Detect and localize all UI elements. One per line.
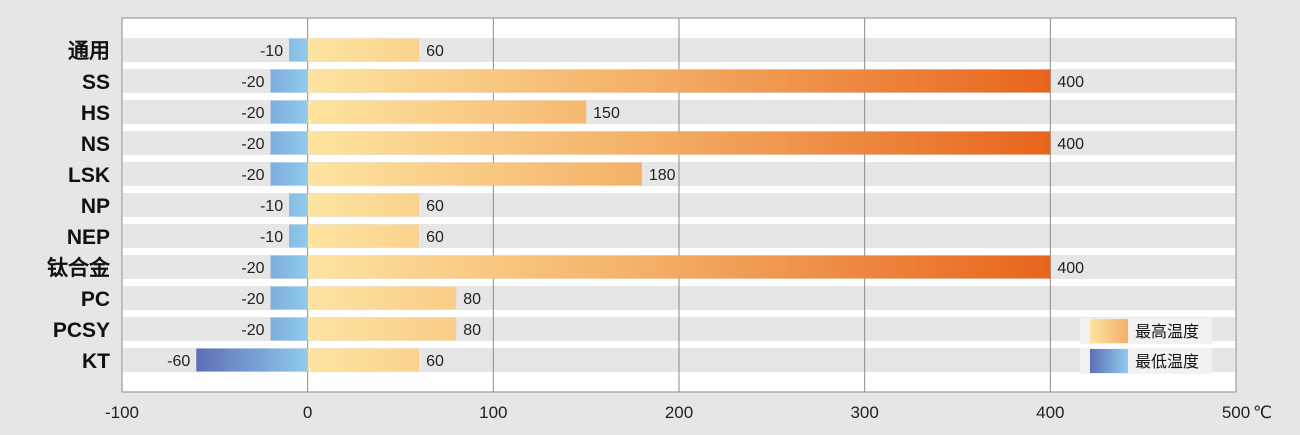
bar-min-temp (270, 255, 308, 279)
legend-swatch-max (1090, 319, 1128, 343)
bar-max-temp (307, 100, 587, 124)
bar-max-temp (307, 162, 642, 186)
legend-label-min: 最低温度 (1135, 353, 1199, 371)
value-labels: -10 60 -20 400 -20 150 -20 400 -20 180 -10 60 -10 60 -… (167, 43, 1084, 370)
min-value-label: -60 (167, 353, 190, 370)
bars (196, 38, 1051, 372)
category-label: KT (82, 350, 110, 373)
category-label: NS (81, 133, 110, 156)
max-value-label: 80 (463, 322, 481, 339)
min-value-label: -20 (241, 260, 264, 277)
min-value-label: -20 (241, 105, 264, 122)
x-tick-label: 0 (303, 403, 312, 422)
bar-min-temp (289, 193, 308, 217)
bar-max-temp (307, 286, 457, 310)
bar-min-temp (270, 317, 308, 341)
max-value-label: 60 (426, 353, 444, 370)
max-value-label: 400 (1057, 74, 1084, 91)
min-value-label: -20 (241, 322, 264, 339)
bar-max-temp (307, 38, 420, 62)
bar-min-temp (289, 38, 308, 62)
category-label: PC (81, 288, 110, 311)
max-value-label: 400 (1057, 136, 1084, 153)
min-value-label: -20 (241, 167, 264, 184)
x-tick-label: 300 (850, 403, 878, 422)
max-value-label: 80 (463, 291, 481, 308)
bar-max-temp (307, 224, 420, 248)
category-label: NEP (67, 226, 110, 249)
bar-max-temp (307, 131, 1051, 155)
legend-swatch-min (1090, 349, 1128, 373)
min-value-label: -10 (260, 198, 283, 215)
min-value-label: -10 (260, 229, 283, 246)
x-tick-label: 100 (479, 403, 507, 422)
x-unit-label: ℃ (1253, 403, 1272, 422)
max-value-label: 60 (426, 198, 444, 215)
max-value-label: 60 (426, 229, 444, 246)
bar-max-temp (307, 255, 1051, 279)
min-value-label: -20 (241, 136, 264, 153)
max-value-label: 60 (426, 43, 444, 60)
category-label: LSK (68, 164, 110, 187)
bar-max-temp (307, 317, 457, 341)
category-label: 钛合金 (47, 256, 111, 280)
bar-min-temp (289, 224, 308, 248)
bar-max-temp (307, 69, 1051, 93)
bar-min-temp (270, 100, 308, 124)
x-tick-labels: -100 0 100 200 300 400 500 ℃ (105, 403, 1272, 422)
category-label: PCSY (53, 319, 110, 342)
max-value-label: 400 (1057, 260, 1084, 277)
bar-max-temp (307, 193, 420, 217)
bar-min-temp (196, 348, 308, 372)
bar-min-temp (270, 69, 308, 93)
x-tick-label: 400 (1036, 403, 1064, 422)
bar-min-temp (270, 131, 308, 155)
max-value-label: 150 (593, 105, 620, 122)
min-value-label: -20 (241, 291, 264, 308)
min-value-label: -10 (260, 43, 283, 60)
x-tick-label: -100 (105, 403, 139, 422)
bar-min-temp (270, 286, 308, 310)
category-label: SS (82, 71, 110, 94)
x-tick-label: 500 (1222, 403, 1250, 422)
bar-max-temp (307, 348, 420, 372)
x-tick-label: 200 (665, 403, 693, 422)
category-label: HS (81, 102, 110, 125)
bar-min-temp (270, 162, 308, 186)
min-value-label: -20 (241, 74, 264, 91)
max-value-label: 180 (649, 167, 676, 184)
category-labels: 通用 SS HS NS LSK NP NEP 钛合金 PC PCSY KT (47, 40, 111, 373)
category-label: NP (81, 195, 110, 218)
category-label: 通用 (68, 40, 110, 63)
legend-label-max: 最高温度 (1135, 323, 1199, 341)
